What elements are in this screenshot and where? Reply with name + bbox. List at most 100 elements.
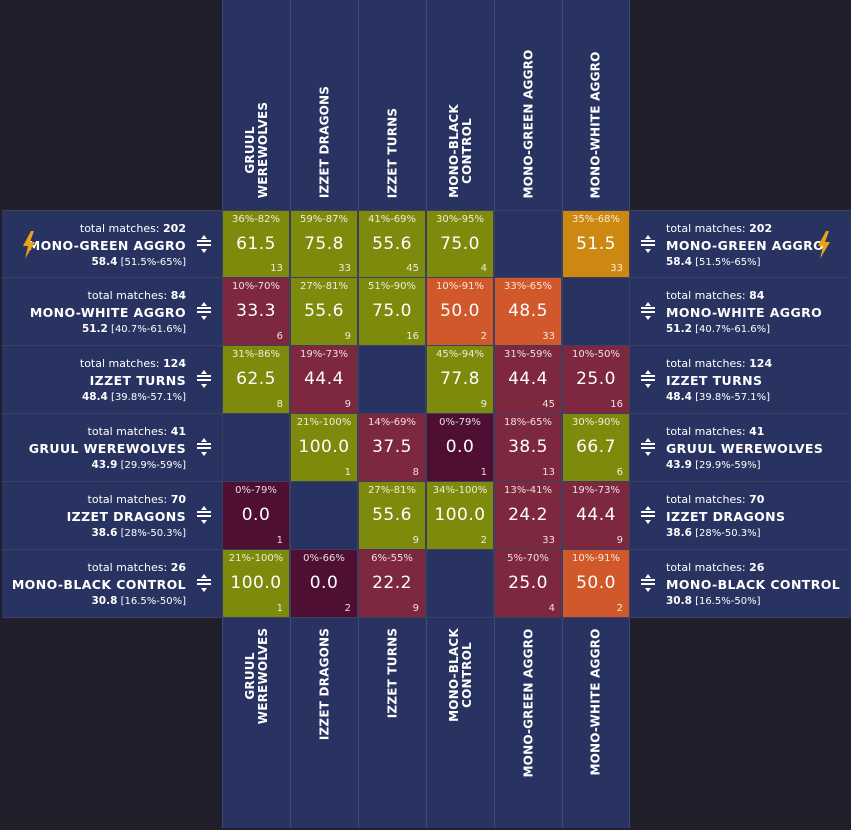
matchup-cell[interactable]: 0%-66% 0.0 2 xyxy=(290,550,358,618)
confidence-interval: 27%-81% xyxy=(299,281,349,292)
row-header-left[interactable]: total matches: 124 IZZET TURNS 48.4 [39.8%… xyxy=(2,346,222,414)
matchup-cell[interactable]: 30%-90% 66.7 6 xyxy=(562,414,630,482)
sort-icon[interactable] xyxy=(640,438,656,456)
confidence-interval: 0%-79% xyxy=(235,485,277,496)
row-header-left[interactable]: total matches: 26 MONO-BLACK CONTROL 30.8 … xyxy=(2,550,222,618)
matchup-cell[interactable]: 59%-87% 75.8 33 xyxy=(290,210,358,278)
matchup-cell[interactable]: 36%-82% 61.5 13 xyxy=(222,210,290,278)
matchup-cell[interactable]: 34%-100% 100.0 2 xyxy=(426,482,494,550)
matchup-cell[interactable]: 31%-86% 62.5 8 xyxy=(222,346,290,414)
matchup-cell[interactable]: 14%-69% 37.5 8 xyxy=(358,414,426,482)
sort-icon[interactable] xyxy=(196,370,212,388)
sort-icon[interactable] xyxy=(196,506,212,524)
column-header-top[interactable]: MONO-WHITE AGGRO xyxy=(562,0,630,210)
total-matches-value: 124 xyxy=(163,357,186,370)
matchup-cell[interactable]: 19%-73% 44.4 9 xyxy=(290,346,358,414)
column-header-bottom[interactable]: IZZET TURNS xyxy=(358,618,426,828)
sort-icon[interactable] xyxy=(196,235,212,253)
matchup-cell[interactable]: 10%-50% 25.0 16 xyxy=(562,346,630,414)
archetype-name: MONO-WHITE AGGRO xyxy=(29,305,186,320)
winrate-value: 58.4 xyxy=(666,256,692,268)
matchup-cell[interactable]: 10%-91% 50.0 2 xyxy=(562,550,630,618)
matchup-winrate: 75.0 xyxy=(440,234,480,254)
column-header-bottom[interactable]: MONO-GREEN AGGRO xyxy=(494,618,562,828)
total-matches-value: 41 xyxy=(749,425,765,438)
winrate-value: 38.6 xyxy=(91,527,118,539)
matchup-cell[interactable]: 31%-59% 44.4 45 xyxy=(494,346,562,414)
matchup-cell[interactable]: 5%-70% 25.0 4 xyxy=(494,550,562,618)
sort-bar xyxy=(197,443,211,445)
column-label: GRUUL WEREWOLVES xyxy=(242,101,270,199)
total-matches: total matches: 26 xyxy=(666,560,840,576)
row-header-left[interactable]: total matches: 202 MONO-GREEN AGGRO 58.4 [… xyxy=(2,210,222,278)
matchup-cell[interactable]: 6%-55% 22.2 9 xyxy=(358,550,426,618)
sort-down-arrow xyxy=(645,520,651,524)
sort-icon[interactable] xyxy=(640,302,656,320)
column-header-top[interactable]: IZZET TURNS xyxy=(358,0,426,210)
column-label: MONO-GREEN AGGRO xyxy=(521,49,535,198)
archetype-winrate: 48.4 [39.8%-57.1%] xyxy=(80,389,186,406)
column-header-bottom[interactable]: MONO-WHITE AGGRO xyxy=(562,618,630,828)
column-header-bottom[interactable]: MONO-BLACK CONTROL xyxy=(426,618,494,828)
column-label: MONO-BLACK CONTROL xyxy=(446,628,474,722)
matchup-count: 9 xyxy=(412,603,419,614)
matchup-cell[interactable]: 10%-70% 33.3 6 xyxy=(222,278,290,346)
row-header-right[interactable]: total matches: 70 IZZET DRAGONS 38.6 [28%-… xyxy=(630,482,851,550)
winrate-interval: [16.5%-50%] xyxy=(695,596,761,607)
matchup-cell[interactable]: 21%-100% 100.0 1 xyxy=(290,414,358,482)
matchup-cell[interactable]: 45%-94% 77.8 9 xyxy=(426,346,494,414)
sort-icon[interactable] xyxy=(640,235,656,253)
sort-up-arrow xyxy=(645,438,651,442)
matchup-cell[interactable]: 27%-81% 55.6 9 xyxy=(358,482,426,550)
column-header-bottom[interactable]: IZZET DRAGONS xyxy=(290,618,358,828)
column-header-top[interactable]: MONO-GREEN AGGRO xyxy=(494,0,562,210)
column-header-top[interactable]: GRUUL WEREWOLVES xyxy=(222,0,290,210)
matchup-cell[interactable]: 33%-65% 48.5 33 xyxy=(494,278,562,346)
row-header-right[interactable]: total matches: 84 MONO-WHITE AGGRO 51.2 [4… xyxy=(630,278,851,346)
column-header-top[interactable]: IZZET DRAGONS xyxy=(290,0,358,210)
row-header-right[interactable]: total matches: 41 GRUUL WEREWOLVES 43.9 [2… xyxy=(630,414,851,482)
matchup-winrate: 100.0 xyxy=(434,505,486,525)
sort-icon[interactable] xyxy=(196,302,212,320)
lightning-bolt-icon xyxy=(817,231,831,259)
matchup-cell[interactable]: 10%-91% 50.0 2 xyxy=(426,278,494,346)
sort-icon[interactable] xyxy=(640,506,656,524)
row-header-right[interactable]: total matches: 124 IZZET TURNS 48.4 [39.8%… xyxy=(630,346,851,414)
row-summary: total matches: 26 MONO-BLACK CONTROL 30.8 … xyxy=(666,560,840,610)
column-label: IZZET TURNS xyxy=(385,107,399,199)
matchup-cell[interactable]: 0%-79% 0.0 1 xyxy=(222,482,290,550)
matchup-count: 9 xyxy=(344,331,351,342)
sort-icon[interactable] xyxy=(196,574,212,592)
matchup-cell[interactable]: 35%-68% 51.5 33 xyxy=(562,210,630,278)
total-matches-label: total matches: xyxy=(87,493,168,506)
matchup-winrate: 62.5 xyxy=(236,369,276,389)
matchup-cell[interactable]: 19%-73% 44.4 9 xyxy=(562,482,630,550)
total-matches-label: total matches: xyxy=(666,289,746,302)
row-header-right[interactable]: total matches: 202 MONO-GREEN AGGRO 58.4 [… xyxy=(630,210,851,278)
matchup-count: 9 xyxy=(344,399,351,410)
row-header-left[interactable]: total matches: 41 GRUUL WEREWOLVES 43.9 [2… xyxy=(2,414,222,482)
matchup-cell[interactable]: 30%-95% 75.0 4 xyxy=(426,210,494,278)
matchup-cell[interactable]: 51%-90% 75.0 16 xyxy=(358,278,426,346)
matchup-cell[interactable]: 41%-69% 55.6 45 xyxy=(358,210,426,278)
matchup-cell[interactable]: 21%-100% 100.0 1 xyxy=(222,550,290,618)
sort-icon[interactable] xyxy=(640,574,656,592)
sort-up-arrow xyxy=(201,302,207,306)
sort-bar xyxy=(641,379,655,381)
matchup-cell[interactable]: 18%-65% 38.5 13 xyxy=(494,414,562,482)
sort-down-arrow xyxy=(645,316,651,320)
row-header-right[interactable]: total matches: 26 MONO-BLACK CONTROL 30.8 … xyxy=(630,550,851,618)
column-header-top[interactable]: MONO-BLACK CONTROL xyxy=(426,0,494,210)
matchup-cell[interactable]: 27%-81% 55.6 9 xyxy=(290,278,358,346)
sort-icon[interactable] xyxy=(196,438,212,456)
archetype-name: GRUUL WEREWOLVES xyxy=(28,441,186,456)
matchup-winrate: 50.0 xyxy=(440,301,480,321)
winrate-interval: [28%-50.3%] xyxy=(120,528,186,539)
row-header-left[interactable]: total matches: 70 IZZET DRAGONS 38.6 [28%-… xyxy=(2,482,222,550)
archetype-winrate: 51.2 [40.7%-61.6%] xyxy=(30,321,186,338)
matchup-cell[interactable]: 13%-41% 24.2 33 xyxy=(494,482,562,550)
row-header-left[interactable]: total matches: 84 MONO-WHITE AGGRO 51.2 [4… xyxy=(2,278,222,346)
sort-icon[interactable] xyxy=(640,370,656,388)
column-header-bottom[interactable]: GRUUL WEREWOLVES xyxy=(222,618,290,828)
matchup-cell[interactable]: 0%-79% 0.0 1 xyxy=(426,414,494,482)
